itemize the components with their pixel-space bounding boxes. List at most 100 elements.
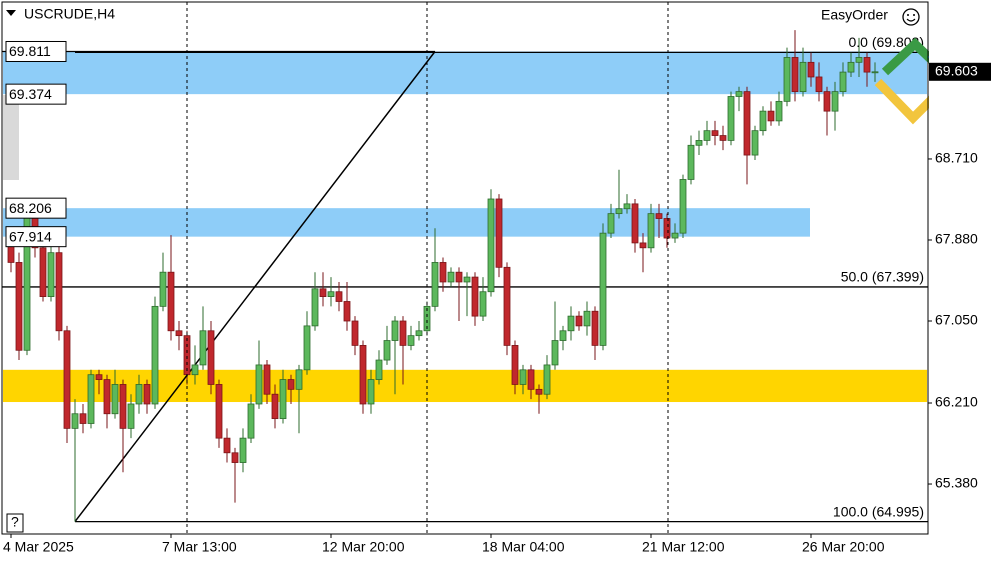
candle-body bbox=[263, 364, 271, 395]
candle-body bbox=[399, 320, 407, 346]
fibo-label: 100.0 (64.995) bbox=[833, 503, 924, 519]
candle-body bbox=[303, 325, 311, 371]
help-icon[interactable]: ? bbox=[11, 514, 19, 530]
y-tick-label: 68.710 bbox=[935, 150, 978, 166]
candle-body bbox=[863, 57, 871, 73]
candle-body bbox=[559, 330, 567, 341]
candle-body bbox=[471, 276, 479, 317]
candle-body bbox=[743, 91, 751, 156]
candle-body bbox=[871, 71, 879, 74]
candle-body bbox=[95, 374, 103, 380]
candle-body bbox=[847, 61, 855, 73]
candle-body bbox=[535, 388, 543, 395]
symbol-title: USCRUDE,H4 bbox=[24, 6, 115, 22]
candle-body bbox=[599, 232, 607, 346]
candle-body bbox=[759, 110, 767, 132]
candle-body bbox=[751, 130, 759, 156]
zone-price-box bbox=[5, 83, 67, 105]
candle-body bbox=[775, 100, 783, 122]
candle-body bbox=[815, 76, 823, 93]
zone-price-box bbox=[5, 40, 67, 62]
scrollbar[interactable] bbox=[3, 95, 19, 180]
candle-body bbox=[767, 110, 775, 122]
candle-body bbox=[455, 271, 463, 283]
zone-price-label: 67.914 bbox=[9, 228, 52, 244]
candle-body bbox=[583, 310, 591, 327]
current-price-label: 69.603 bbox=[935, 62, 978, 78]
candle-body bbox=[351, 320, 359, 346]
candle-body bbox=[111, 384, 119, 415]
candle-body bbox=[647, 213, 655, 249]
candle-body bbox=[415, 330, 423, 337]
candle-body bbox=[479, 291, 487, 317]
candle-body bbox=[343, 301, 351, 322]
candle-body bbox=[687, 144, 695, 180]
candle-body bbox=[447, 271, 455, 283]
candle-body bbox=[519, 369, 527, 385]
candle-body bbox=[655, 213, 663, 219]
candle-body bbox=[375, 359, 383, 380]
candle-body bbox=[55, 252, 63, 332]
candle-body bbox=[407, 335, 415, 346]
candle-body bbox=[311, 288, 319, 327]
zone-price-label: 69.374 bbox=[9, 86, 52, 102]
candle-body bbox=[631, 203, 639, 244]
x-tick-label: 4 Mar 2025 bbox=[3, 539, 74, 555]
candle-body bbox=[47, 252, 55, 298]
candle-body bbox=[727, 96, 735, 141]
menu-arrow[interactable] bbox=[6, 10, 16, 16]
candle-body bbox=[423, 305, 431, 332]
candle-body bbox=[503, 266, 511, 346]
candle-body bbox=[335, 291, 343, 302]
candle-body bbox=[135, 384, 143, 405]
trend-line bbox=[74, 51, 436, 523]
x-tick-label: 7 Mar 13:00 bbox=[162, 539, 237, 555]
candle-body bbox=[679, 179, 687, 234]
candle-body bbox=[79, 413, 87, 424]
x-tick-label: 26 Mar 20:00 bbox=[802, 539, 885, 555]
zone bbox=[3, 208, 810, 237]
x-tick-label: 18 Mar 04:00 bbox=[482, 539, 565, 555]
easy-order-button[interactable]: EasyOrder bbox=[821, 7, 888, 23]
candle-body bbox=[103, 379, 111, 415]
y-tick-label: 67.050 bbox=[935, 312, 978, 328]
candle-body bbox=[567, 315, 575, 332]
candle-body bbox=[623, 203, 631, 210]
candle-body bbox=[383, 340, 391, 361]
current-price-box bbox=[929, 62, 991, 81]
candle-body bbox=[223, 437, 231, 454]
candle-body bbox=[431, 262, 439, 307]
candle-body bbox=[359, 345, 367, 405]
zone bbox=[3, 51, 927, 95]
help-button[interactable] bbox=[6, 513, 24, 533]
candle-body bbox=[271, 393, 279, 420]
candle-body bbox=[807, 61, 815, 78]
candle-body bbox=[199, 330, 207, 366]
candle-body bbox=[15, 262, 23, 351]
candle-body bbox=[215, 384, 223, 439]
fibo-label: 0.0 (69.802) bbox=[849, 34, 925, 50]
candle-body bbox=[831, 91, 839, 112]
candle-body bbox=[543, 364, 551, 395]
candle-body bbox=[591, 310, 599, 346]
candle-body bbox=[639, 242, 647, 249]
candle-body bbox=[191, 364, 199, 376]
x-axis-panel bbox=[0, 535, 929, 562]
candle-body bbox=[671, 232, 679, 239]
candle-body bbox=[255, 364, 263, 405]
candle-body bbox=[71, 413, 79, 429]
candle-body bbox=[855, 57, 863, 63]
y-tick-label: 66.210 bbox=[935, 394, 978, 410]
candle-body bbox=[711, 130, 719, 136]
candle-body bbox=[151, 305, 159, 405]
candle-body bbox=[175, 330, 183, 337]
smiley-icon[interactable] bbox=[902, 8, 920, 26]
candle-body bbox=[463, 276, 471, 283]
candle-body bbox=[231, 452, 239, 463]
candle-body bbox=[607, 213, 615, 234]
candle-body bbox=[439, 262, 447, 283]
candle-body bbox=[511, 345, 519, 385]
candle-body bbox=[247, 403, 255, 439]
candle-body bbox=[207, 330, 215, 385]
